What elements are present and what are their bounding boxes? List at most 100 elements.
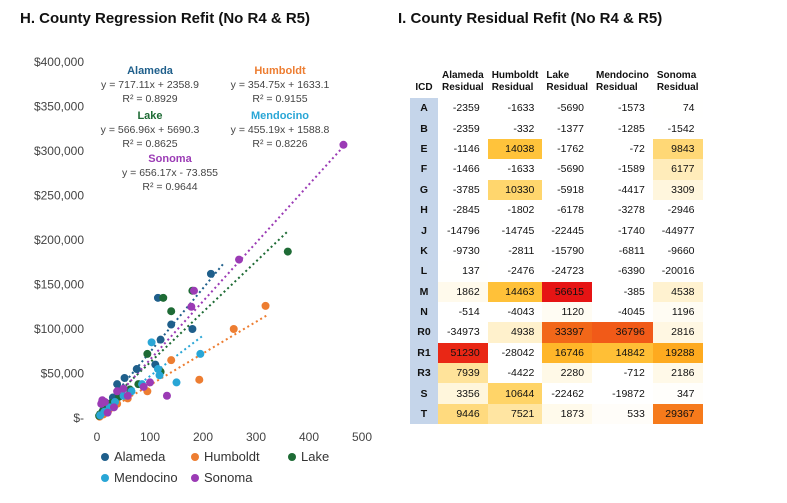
icd-cell: B bbox=[410, 118, 438, 139]
residual-cell-lake: -24723 bbox=[542, 261, 593, 282]
residual-cell-sonoma: 9843 bbox=[652, 138, 703, 160]
table-row: T 9446 7521 1873 533 29367 bbox=[410, 403, 703, 425]
residual-cell-lake: 33397 bbox=[542, 322, 593, 343]
trendline-mendocino bbox=[96, 334, 204, 418]
residual-cell-alameda: -14796 bbox=[438, 220, 488, 241]
annotation-r2-sonoma: R² = 0.9644 bbox=[142, 181, 197, 193]
residual-cell-humboldt: 14038 bbox=[487, 138, 543, 160]
residual-cell-alameda: 137 bbox=[438, 261, 488, 282]
point-lake bbox=[159, 293, 168, 302]
chart-title: H. County Regression Refit (No R4 & R5) bbox=[20, 10, 311, 27]
residual-cell-sonoma: 347 bbox=[652, 383, 703, 404]
residual-cell-lake: -1762 bbox=[542, 138, 593, 160]
residual-cell-mendocino: 36796 bbox=[592, 322, 653, 343]
icd-cell: R1 bbox=[410, 342, 438, 364]
residual-cell-lake: -5918 bbox=[542, 179, 593, 200]
header-mendocino: Mendocino Residual bbox=[592, 70, 653, 98]
header-alameda-line1: Alameda bbox=[442, 70, 484, 81]
legend-label-alameda: Alameda bbox=[114, 449, 166, 464]
icd-cell: M bbox=[410, 281, 438, 302]
point-sonoma bbox=[103, 408, 112, 417]
residual-cell-sonoma: 2186 bbox=[652, 363, 703, 384]
residual-cell-humboldt: -1802 bbox=[487, 199, 543, 221]
icd-cell: R3 bbox=[410, 363, 438, 384]
residual-cell-lake: -22462 bbox=[542, 383, 593, 404]
annotation-r2-humboldt: R² = 0.9155 bbox=[252, 93, 307, 105]
residual-cell-lake: -22445 bbox=[542, 220, 593, 241]
residual-cell-mendocino: -4045 bbox=[592, 301, 653, 323]
residual-cell-mendocino: -385 bbox=[592, 281, 653, 302]
residual-cell-mendocino: 14842 bbox=[592, 342, 653, 364]
residual-cell-alameda: -514 bbox=[438, 301, 488, 323]
header-alameda: Alameda Residual bbox=[438, 70, 488, 98]
legend-marker-lake bbox=[288, 452, 296, 461]
residual-cell-alameda: -2845 bbox=[438, 199, 488, 221]
residual-cell-humboldt: -1633 bbox=[487, 98, 543, 119]
residual-cell-sonoma: 1196 bbox=[652, 301, 703, 323]
residual-cell-humboldt: -14745 bbox=[487, 220, 543, 241]
residual-cell-lake: 56615 bbox=[542, 281, 593, 302]
trendline-lake bbox=[96, 230, 289, 414]
residual-cell-sonoma: -1542 bbox=[652, 118, 703, 139]
point-mendocino bbox=[172, 378, 181, 387]
annotation-name-sonoma: Sonoma bbox=[148, 153, 192, 165]
icd-cell: R0 bbox=[410, 322, 438, 343]
icd-cell: T bbox=[410, 403, 438, 425]
residual-cell-mendocino: -72 bbox=[592, 138, 653, 160]
table-row: R3 7939 -4422 2280 -712 2186 bbox=[410, 363, 703, 384]
residual-cell-sonoma: 3309 bbox=[652, 179, 703, 200]
annotation-equation-humboldt: y = 354.75x + 1633.1 bbox=[231, 79, 330, 91]
y-tick-label: $100,000 bbox=[34, 322, 84, 336]
residual-cell-sonoma: 4538 bbox=[652, 281, 703, 302]
residual-cell-alameda: 7939 bbox=[438, 363, 488, 384]
residual-cell-alameda: -2359 bbox=[438, 98, 488, 119]
header-humboldt-line1: Humboldt bbox=[491, 70, 539, 81]
table-row: M 1862 14463 56615 -385 4538 bbox=[410, 281, 703, 302]
icd-cell: J bbox=[410, 220, 438, 241]
regression-scatter-chart: $- $50,000 $100,000 $150,000 $200,000 $250,00… bbox=[34, 55, 372, 444]
residual-cell-mendocino: -1740 bbox=[592, 220, 653, 241]
point-alameda bbox=[188, 325, 197, 333]
residual-cell-humboldt: 14463 bbox=[487, 281, 543, 302]
residual-cell-mendocino: -6390 bbox=[592, 261, 653, 282]
point-mendocino bbox=[153, 365, 162, 374]
legend-label-lake: Lake bbox=[301, 449, 330, 464]
annotation-r2-lake: R² = 0.8625 bbox=[122, 138, 177, 150]
point-humboldt bbox=[195, 375, 204, 384]
point-mendocino bbox=[196, 349, 205, 358]
residual-cell-lake: -5690 bbox=[542, 98, 593, 119]
y-tick-label: $350,000 bbox=[34, 100, 84, 114]
header-humboldt-line2: Residual bbox=[491, 82, 534, 93]
point-sonoma bbox=[162, 391, 171, 400]
icd-cell: N bbox=[410, 301, 438, 323]
residual-cell-mendocino: -1573 bbox=[592, 98, 653, 119]
residual-cell-alameda: 3356 bbox=[438, 383, 488, 404]
table-row: E -1146 14038 -1762 -72 9843 bbox=[410, 138, 703, 160]
residual-cell-sonoma: 74 bbox=[652, 98, 703, 119]
residual-cell-sonoma: 29367 bbox=[652, 403, 703, 425]
residual-cell-humboldt: -4422 bbox=[487, 363, 543, 384]
residual-cell-mendocino: -3278 bbox=[592, 199, 653, 221]
legend-item-sonoma: Sonoma bbox=[191, 470, 252, 485]
point-alameda bbox=[206, 269, 215, 278]
residual-table: ICD Alameda Residual Humboldt Residual Lak… bbox=[410, 70, 703, 425]
table-title: I. County Residual Refit (No R4 & R5) bbox=[398, 10, 663, 27]
residual-cell-humboldt: -1633 bbox=[487, 159, 543, 180]
annotation-name-lake: Lake bbox=[137, 110, 162, 122]
icd-cell: G bbox=[410, 179, 438, 200]
point-lake bbox=[283, 247, 292, 256]
residual-cell-sonoma: -44977 bbox=[652, 220, 703, 241]
point-alameda bbox=[156, 335, 165, 344]
x-tick-label: 400 bbox=[299, 430, 319, 444]
point-sonoma bbox=[339, 140, 348, 149]
residual-cell-lake: -15790 bbox=[542, 240, 593, 262]
annotation-r2-mendocino: R² = 0.8226 bbox=[252, 138, 307, 150]
trendline-sonoma bbox=[96, 145, 345, 419]
residual-cell-humboldt: 10644 bbox=[487, 383, 543, 404]
residual-cell-sonoma: 19288 bbox=[652, 342, 703, 364]
point-sonoma bbox=[146, 378, 154, 387]
table-row: S 3356 10644 -22462 -19872 347 bbox=[410, 383, 703, 404]
x-tick-label: 500 bbox=[352, 430, 372, 444]
x-tick-label: 100 bbox=[140, 430, 160, 444]
legend-label-humboldt: Humboldt bbox=[204, 449, 260, 464]
